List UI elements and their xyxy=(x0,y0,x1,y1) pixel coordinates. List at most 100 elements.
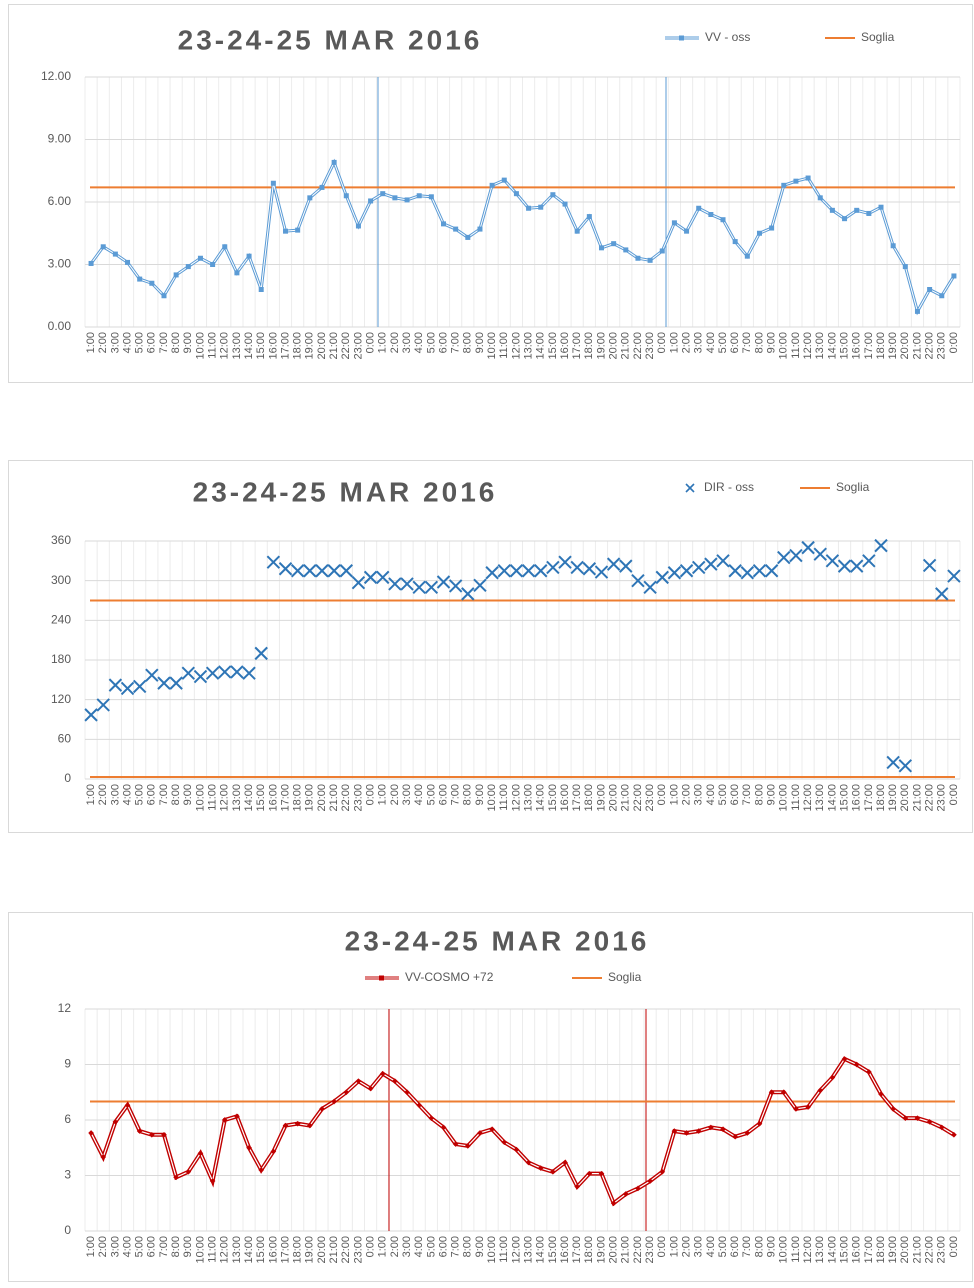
x-tick-label: 16:00 xyxy=(559,332,571,360)
x-tick-label: 14:00 xyxy=(826,784,838,812)
point-marker xyxy=(448,579,463,593)
x-tick-label: 8:00 xyxy=(170,784,182,805)
x-tick-label: 23:00 xyxy=(352,784,364,812)
x-tick-label: 10:00 xyxy=(486,1236,498,1264)
point-marker xyxy=(817,195,823,201)
x-tick-label: 13:00 xyxy=(231,332,243,360)
marker-stroke xyxy=(473,578,487,593)
point-marker xyxy=(606,557,621,571)
point-marker xyxy=(938,1124,945,1131)
marker-stroke xyxy=(254,646,268,661)
y-tick-label: 3 xyxy=(64,1168,71,1182)
point-marker xyxy=(550,1168,556,1175)
point-marker xyxy=(452,1141,459,1147)
point-marker xyxy=(125,259,131,265)
x-tick-label: 21:00 xyxy=(620,1236,632,1264)
x-tick-label: 19:00 xyxy=(595,1236,607,1264)
point-marker xyxy=(303,564,317,578)
x-tick-label: 0:00 xyxy=(656,784,668,805)
x-tick-label: 1:00 xyxy=(377,784,389,805)
x-tick-label: 19:00 xyxy=(887,332,899,360)
point-marker xyxy=(756,230,762,236)
x-tick-label: 3:00 xyxy=(401,784,413,805)
point-marker xyxy=(534,564,548,578)
x-tick-label: 1:00 xyxy=(377,332,389,353)
point-marker xyxy=(120,681,135,696)
x-tick-label: 2:00 xyxy=(389,332,401,353)
marker-stroke xyxy=(157,676,171,690)
x-tick-label: 12:00 xyxy=(219,332,231,360)
point-marker xyxy=(400,577,414,591)
point-marker xyxy=(598,1170,605,1177)
x-tick-label: 4:00 xyxy=(413,784,425,805)
point-marker xyxy=(586,214,592,220)
x-tick-label: 11:00 xyxy=(207,784,219,811)
marker-stroke xyxy=(546,560,560,575)
x-tick-label: 19:00 xyxy=(595,784,607,812)
point-marker xyxy=(777,550,791,565)
x-tick-label: 16:00 xyxy=(851,784,863,812)
point-marker xyxy=(197,1150,204,1157)
x-tick-label: 4:00 xyxy=(705,1236,717,1257)
x-tick-label: 2:00 xyxy=(97,332,109,353)
point-marker xyxy=(655,570,669,585)
x-tick-label: 16:00 xyxy=(559,1236,571,1264)
point-marker xyxy=(266,555,281,569)
x-tick-label: 2:00 xyxy=(680,332,692,353)
point-marker xyxy=(890,243,896,249)
x-tick-label: 0:00 xyxy=(948,784,960,805)
x-tick-label: 0:00 xyxy=(656,332,668,353)
x-tick-label: 11:00 xyxy=(790,332,802,359)
x-tick-label: 13:00 xyxy=(231,1236,243,1264)
marker-stroke xyxy=(716,554,730,568)
marker-stroke xyxy=(667,566,682,580)
point-marker xyxy=(258,1167,265,1173)
marker-stroke xyxy=(436,575,451,589)
x-tick-label: 11:00 xyxy=(498,784,510,811)
x-tick-label: 13:00 xyxy=(522,332,534,360)
point-marker xyxy=(149,1131,155,1138)
point-marker xyxy=(112,1119,119,1125)
point-marker xyxy=(185,264,191,270)
marker-stroke xyxy=(728,564,742,578)
marker-stroke xyxy=(218,665,232,679)
marker-stroke xyxy=(485,566,499,580)
x-tick-label: 4:00 xyxy=(413,1236,425,1257)
point-marker xyxy=(586,1170,593,1177)
point-marker xyxy=(902,1115,909,1121)
point-marker xyxy=(270,1148,277,1155)
point-marker xyxy=(546,560,560,575)
legend-marker xyxy=(379,975,384,981)
x-tick-label: 1:00 xyxy=(668,1236,680,1257)
x-tick-label: 16:00 xyxy=(267,1236,279,1264)
point-marker xyxy=(355,1078,362,1084)
legend-marker xyxy=(679,35,684,41)
x-tick-label: 23:00 xyxy=(644,784,656,812)
x-tick-label: 1:00 xyxy=(85,332,97,353)
x-tick-label: 13:00 xyxy=(814,1236,826,1264)
point-marker xyxy=(100,1154,107,1160)
point-marker xyxy=(376,570,390,585)
x-tick-label: 19:00 xyxy=(595,332,607,360)
point-marker xyxy=(254,646,268,661)
marker-stroke xyxy=(874,538,888,553)
point-marker xyxy=(379,1070,386,1077)
marker-stroke xyxy=(376,570,390,585)
x-tick-label: 4:00 xyxy=(121,784,133,805)
point-marker xyxy=(465,234,471,240)
point-marker xyxy=(598,245,604,251)
x-tick-label: 4:00 xyxy=(121,332,133,353)
x-tick-label: 21:00 xyxy=(911,332,923,360)
y-tick-label: 360 xyxy=(51,533,71,547)
marker-stroke xyxy=(582,562,597,576)
point-marker xyxy=(720,217,726,223)
point-marker xyxy=(898,759,913,773)
x-tick-label: 15:00 xyxy=(547,1236,559,1264)
point-marker xyxy=(886,755,900,770)
marker-stroke xyxy=(84,708,98,722)
x-tick-label: 9:00 xyxy=(766,332,778,353)
marker-stroke xyxy=(862,554,876,568)
x-tick-label: 9:00 xyxy=(474,332,486,353)
x-tick-label: 9:00 xyxy=(182,784,194,805)
point-marker xyxy=(927,287,933,292)
